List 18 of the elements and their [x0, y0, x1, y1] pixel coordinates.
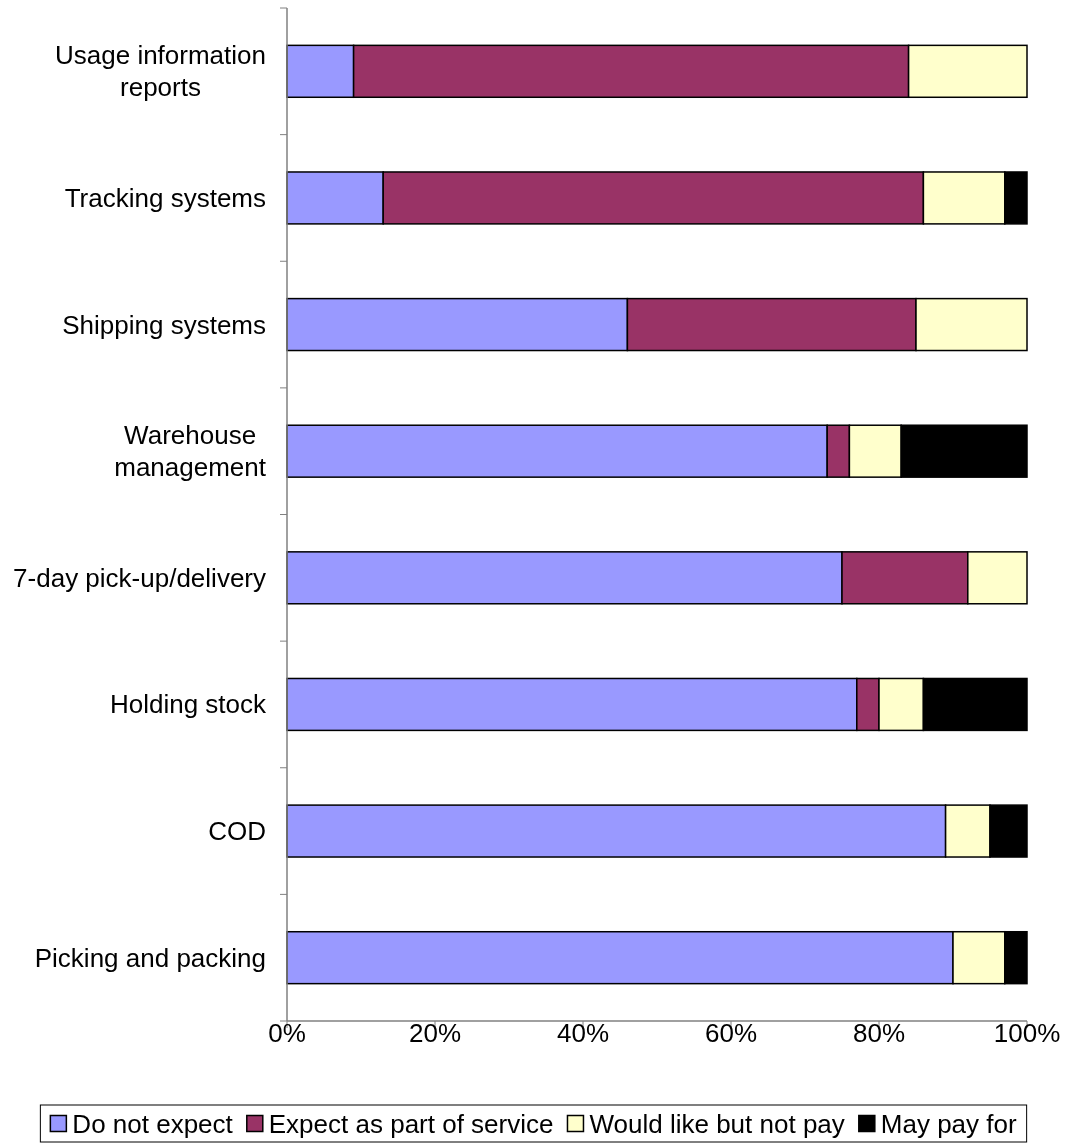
y-tick-label: COD: [208, 816, 266, 847]
y-tick-label: Usage information reports: [55, 40, 266, 103]
legend-label: May pay for: [880, 1108, 1017, 1139]
legend-label: Do not expect: [72, 1108, 234, 1139]
x-tick-label: 0%: [268, 1018, 306, 1048]
legend-label: Expect as part of service: [268, 1108, 554, 1139]
x-tick-label: 60%: [704, 1018, 758, 1048]
y-tick-label: Shipping systems: [62, 309, 266, 340]
x-tick-label: 40%: [556, 1018, 610, 1048]
y-tick-label: 7-day pick-up/delivery: [13, 562, 266, 593]
legend-label: Would like but not pay: [589, 1108, 845, 1139]
y-tick-label: Holding stock: [109, 689, 267, 720]
x-tick-label: 80%: [852, 1018, 906, 1048]
y-tick-label: Warehouse management: [114, 420, 267, 483]
x-tick-label: 20%: [408, 1018, 462, 1048]
x-tick-label: 100%: [993, 1018, 1061, 1048]
y-tick-label: Picking and packing: [34, 942, 266, 973]
y-tick-label: Tracking systems: [64, 182, 266, 213]
